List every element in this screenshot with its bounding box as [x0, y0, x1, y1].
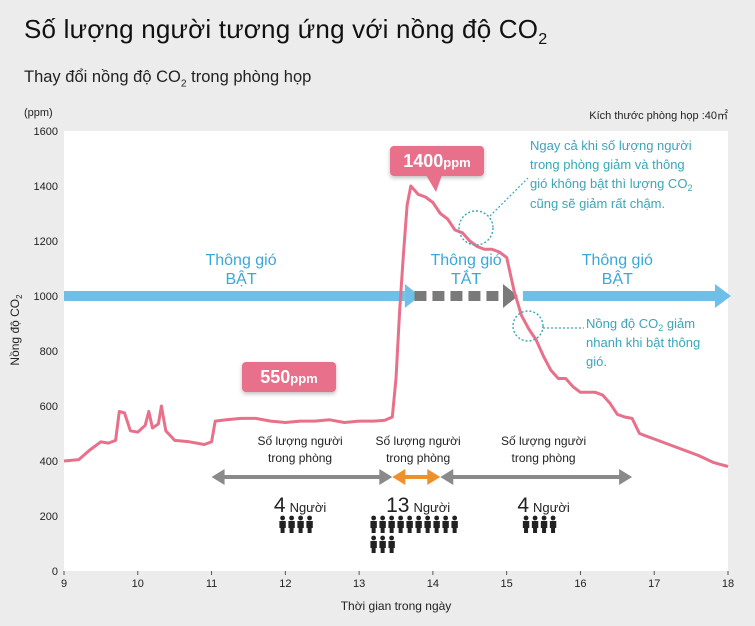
vent-off-arrow: [502, 284, 518, 308]
y-tick-label: 1600: [34, 126, 58, 138]
y-tick-label: 200: [40, 511, 58, 523]
occupancy-1: Số lượng người trong phòng 13 Người: [370, 434, 461, 553]
x-tick-label: 10: [132, 578, 144, 590]
person-icon: [306, 515, 313, 533]
y-axis-label: Nồng độ CO2: [8, 294, 24, 366]
x-tick-label: 13: [353, 578, 365, 590]
y-tick-label: 1200: [34, 236, 58, 248]
person-icon: [451, 515, 458, 533]
x-axis-label: Thời gian trong ngày: [341, 599, 452, 613]
y-tick-label: 0: [52, 566, 58, 578]
callout-550: 550ppm: [242, 362, 336, 392]
person-icon: [540, 515, 548, 533]
person-icon: [531, 515, 539, 533]
y-tick-label: 400: [40, 456, 58, 468]
chart-title: Số lượng người tương ứng với nồng độ CO2: [24, 14, 548, 49]
x-tick-label: 15: [501, 578, 513, 590]
person-icon: [549, 515, 557, 533]
person-icon: [522, 515, 530, 533]
y-tick-label: 1400: [34, 181, 58, 193]
person-icon: [415, 515, 422, 533]
vent-on-arrow-2: [715, 284, 731, 308]
occupancy-label-2: Số lượng người trong phòng: [501, 434, 586, 465]
x-tick-label: 17: [648, 578, 660, 590]
y-tick-label: 800: [40, 346, 58, 358]
vent-label-2: Thông gió BẬT: [582, 252, 653, 288]
vent-label-0: Thông gió BẬT: [205, 252, 276, 288]
vent-on-arrow-1: [404, 284, 420, 308]
y-tick-label: 600: [40, 401, 58, 413]
chart-subtitle: Thay đổi nồng độ CO2 trong phòng họp: [24, 68, 312, 90]
co2-series-line: [63, 184, 729, 468]
occupancy-count-1: 13 Người: [386, 494, 450, 517]
x-tick-label: 16: [574, 578, 586, 590]
annotation-fast-text: Nồng độ CO2 giảm nhanh khi bật thông gió…: [586, 316, 704, 369]
room-size-label: Kích thước phòng họp :40㎡: [589, 109, 728, 122]
callout-1400-text: 1400ppm: [403, 151, 471, 171]
annotation-slow: Ngay cả khi số lượng người trong phòng g…: [458, 138, 696, 246]
person-icon: [379, 515, 386, 533]
occupancy-label-0: Số lượng người trong phòng: [257, 434, 342, 465]
occupancy-count-0: 4 Người: [274, 494, 327, 517]
x-tick-label: 14: [427, 578, 439, 590]
person-icon: [433, 515, 440, 533]
person-icon: [388, 515, 395, 533]
annotation-slow-text: Ngay cả khi số lượng người trong phòng g…: [530, 138, 696, 211]
x-tick-label: 12: [279, 578, 291, 590]
person-icon: [424, 515, 431, 533]
person-icon: [442, 515, 449, 533]
occupancy-0: Số lượng người trong phòng 4 Người: [211, 434, 393, 533]
person-icon: [297, 515, 304, 533]
x-tick-label: 11: [206, 578, 217, 590]
person-icon: [370, 535, 377, 553]
occupancy-count-2: 4 Người: [517, 494, 570, 517]
callout-1400: 1400ppm: [390, 146, 484, 192]
y-tick-label: 1000: [34, 291, 58, 303]
annotation-fast: Nồng độ CO2 giảm nhanh khi bật thông gió…: [512, 310, 704, 369]
person-icon: [388, 535, 395, 553]
person-icon: [379, 535, 386, 553]
occupancy-2: Số lượng người trong phòng 4 Người: [440, 434, 633, 533]
occupancy-label-1: Số lượng người trong phòng: [376, 434, 461, 465]
person-icon: [279, 515, 286, 533]
person-icon: [397, 515, 404, 533]
callout-550-text: 550ppm: [260, 367, 318, 387]
vent-label-1: Thông gió TẮT: [431, 252, 502, 288]
x-tick-label: 18: [722, 578, 734, 590]
person-icon: [288, 515, 295, 533]
y-unit-label: (ppm): [24, 107, 53, 119]
person-icon: [406, 515, 413, 533]
person-icon: [370, 515, 377, 533]
x-tick-label: 9: [61, 578, 67, 590]
